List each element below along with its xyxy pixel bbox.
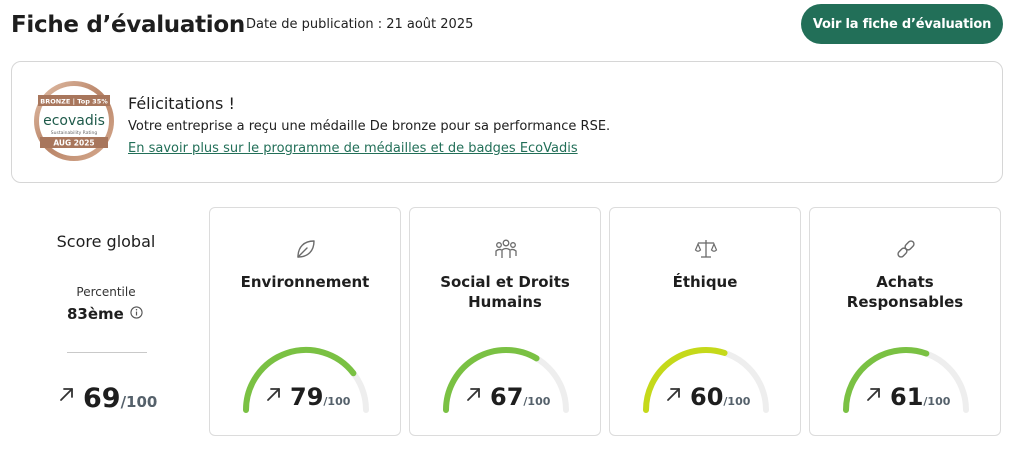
theme-score-max: /100 (323, 395, 351, 408)
theme-score: 67 /100 (466, 383, 550, 411)
gauge-fill (843, 347, 930, 413)
theme-score-value: 61 (890, 383, 924, 411)
medal-program-link[interactable]: En savoir plus sur le programme de médai… (128, 141, 578, 156)
arrow-up-right-icon (867, 388, 880, 401)
global-score-value: 69 (83, 383, 121, 414)
congrats-heading: Félicitations ! (128, 94, 235, 113)
theme-title: Social et Droits Humains (440, 273, 570, 311)
medal-banner: BRONZE | Top 35% ecovadis Sustainability… (11, 61, 1003, 183)
info-icon[interactable] (130, 306, 143, 319)
theme-score-max: /100 (523, 395, 551, 408)
theme-title: Éthique (672, 273, 738, 291)
people-icon (495, 239, 517, 258)
arrow-up-right-icon (667, 388, 680, 401)
global-score: 69 /100 (59, 383, 157, 414)
theme-card-procurement[interactable]: Achats Responsables 61 /100 (809, 207, 1001, 436)
page-header: Fiche d’évaluation Date de publication :… (11, 4, 1003, 46)
medal-brand: ecovadis (43, 113, 105, 129)
banner-text: Félicitations ! Votre entreprise a reçu … (128, 94, 610, 156)
percentile-value: 83ème (67, 305, 124, 323)
arrow-up-right-icon (60, 387, 73, 401)
medal-subtitle: Sustainability Rating (51, 130, 98, 136)
score-gauge (443, 347, 569, 413)
global-score-title: Score global (56, 232, 156, 251)
theme-score-max: /100 (923, 395, 951, 408)
theme-title: Achats Responsables (846, 273, 964, 311)
view-scorecard-button[interactable]: Voir la fiche d’évaluation (801, 4, 1003, 44)
theme-card-ethics[interactable]: Éthique 60 /100 (609, 207, 801, 436)
percentile-label: Percentile (76, 285, 136, 299)
gauge-fill (243, 347, 357, 413)
theme-score: 61 /100 (866, 383, 950, 411)
global-score-max: /100 (120, 393, 158, 411)
bronze-medal-badge: BRONZE | Top 35% ecovadis Sustainability… (34, 81, 114, 161)
score-gauge (643, 347, 769, 413)
theme-score: 60 /100 (666, 383, 750, 411)
global-score-panel: Score global Percentile 83ème 69 /100 (11, 207, 201, 435)
theme-score-value: 60 (690, 383, 724, 411)
medal-date: AUG 2025 (53, 139, 94, 148)
theme-card-environment[interactable]: Environnement 79 /100 (209, 207, 401, 436)
theme-score-max: /100 (723, 395, 751, 408)
leaf-icon (297, 240, 315, 258)
score-gauge (843, 347, 969, 413)
publication-date: Date de publication : 21 août 2025 (246, 17, 474, 32)
gauge-fill (443, 347, 540, 413)
link-icon (897, 240, 915, 258)
medal-top-label: BRONZE | Top 35% (40, 98, 108, 107)
theme-score: 79 /100 (266, 383, 350, 411)
page-title: Fiche d’évaluation (11, 12, 245, 38)
theme-score-value: 79 (290, 383, 324, 411)
theme-score-value: 67 (490, 383, 524, 411)
theme-title: Environnement (240, 273, 370, 291)
divider (67, 352, 147, 353)
arrow-up-right-icon (467, 388, 480, 401)
medal-message: Votre entreprise a reçu une médaille De … (128, 119, 611, 134)
gauge-fill (643, 347, 728, 413)
arrow-up-right-icon (267, 388, 280, 401)
theme-card-social[interactable]: Social et Droits Humains 67 /100 (409, 207, 601, 436)
scales-icon (694, 240, 718, 258)
score-gauge (243, 347, 369, 413)
